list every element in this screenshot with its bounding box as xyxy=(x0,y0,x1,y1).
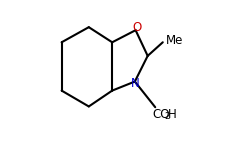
Text: H: H xyxy=(168,108,177,120)
Text: O: O xyxy=(132,21,141,34)
Text: 2: 2 xyxy=(165,112,170,121)
Text: N: N xyxy=(131,77,140,90)
Text: Me: Me xyxy=(166,34,183,47)
Text: CO: CO xyxy=(152,108,170,120)
